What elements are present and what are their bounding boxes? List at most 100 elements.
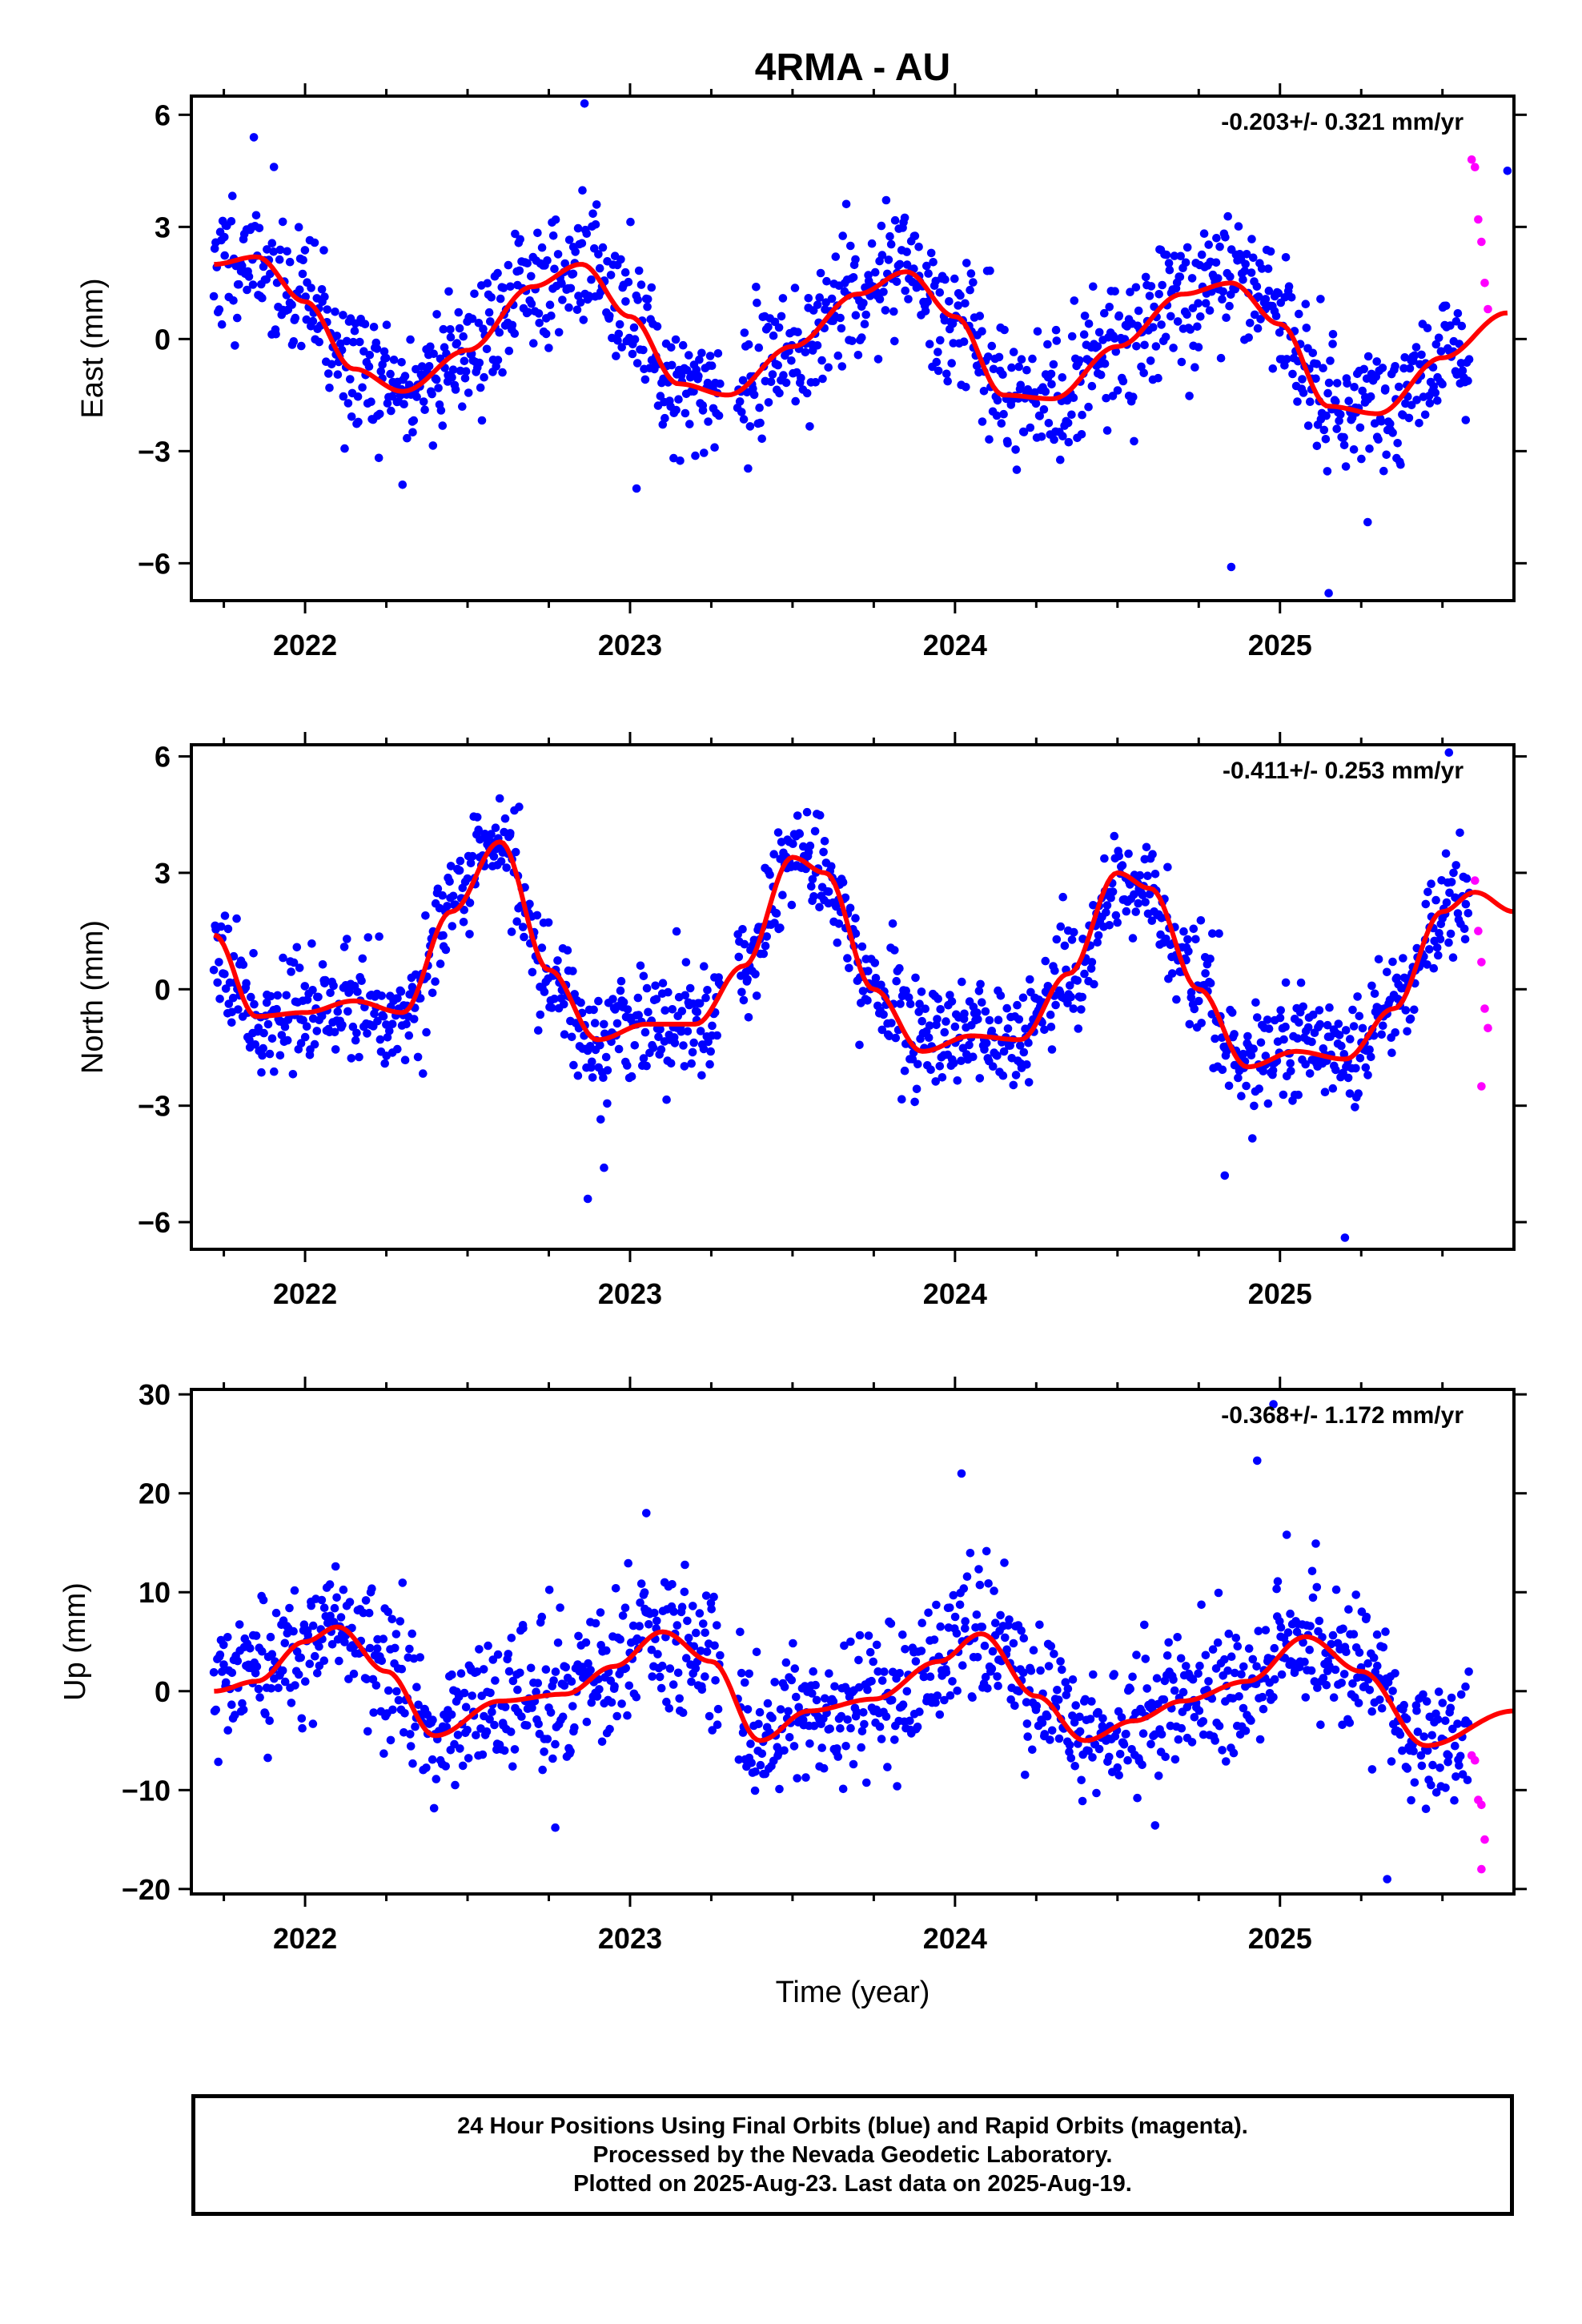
final-orbit-point xyxy=(524,308,532,317)
final-orbit-point xyxy=(448,922,457,931)
final-orbit-point xyxy=(616,255,625,264)
final-orbit-point xyxy=(1342,1647,1351,1656)
final-orbit-point xyxy=(857,1727,867,1736)
final-orbit-point xyxy=(1427,1731,1436,1740)
final-orbit-point xyxy=(392,1687,401,1696)
final-orbit-point xyxy=(1100,308,1109,318)
final-orbit-point xyxy=(558,1712,568,1722)
final-orbit-point xyxy=(1070,1718,1079,1727)
final-orbit-point xyxy=(1022,365,1031,375)
final-orbit-point xyxy=(961,299,970,308)
final-orbit-point xyxy=(860,1719,869,1729)
final-orbit-point xyxy=(1255,1084,1263,1093)
final-orbit-point xyxy=(1288,1659,1298,1667)
rapid-orbit-point xyxy=(1477,1864,1486,1874)
final-orbit-point xyxy=(550,995,559,1003)
final-orbit-point xyxy=(310,238,319,247)
final-orbit-point xyxy=(1007,363,1016,372)
final-orbit-point xyxy=(902,260,912,269)
final-orbit-point xyxy=(1449,868,1458,878)
final-orbit-point xyxy=(598,243,608,252)
final-orbit-point xyxy=(933,1691,942,1700)
final-orbit-point xyxy=(1022,1698,1031,1707)
final-orbit-point xyxy=(516,235,524,244)
final-orbit-point xyxy=(1457,321,1467,331)
final-orbit-point xyxy=(1019,1634,1029,1642)
final-orbit-point xyxy=(1351,1590,1360,1599)
final-orbit-point xyxy=(424,362,434,371)
final-orbit-point xyxy=(1379,1021,1387,1031)
final-orbit-point xyxy=(283,247,291,256)
final-orbit-point xyxy=(1447,878,1456,887)
final-orbit-point xyxy=(251,1669,260,1678)
final-orbit-point xyxy=(543,256,552,265)
final-orbit-point xyxy=(1035,412,1044,420)
final-orbit-point xyxy=(1254,1626,1263,1635)
final-orbit-point xyxy=(1105,303,1114,312)
final-orbit-point xyxy=(1399,364,1408,373)
final-orbit-point xyxy=(249,133,259,142)
final-orbit-point xyxy=(269,247,278,256)
final-orbit-point xyxy=(1130,436,1138,446)
final-orbit-point xyxy=(934,995,942,1003)
final-orbit-point xyxy=(1441,1716,1450,1725)
final-orbit-point xyxy=(873,1667,882,1676)
final-orbit-point xyxy=(837,362,847,371)
final-orbit-point xyxy=(519,1623,528,1633)
final-orbit-point xyxy=(588,209,597,219)
final-orbit-point xyxy=(623,1061,632,1070)
final-orbit-point xyxy=(890,1735,899,1744)
final-orbit-point xyxy=(966,285,974,295)
final-orbit-point xyxy=(1428,1760,1437,1770)
final-orbit-point xyxy=(1051,325,1061,335)
final-orbit-point xyxy=(569,1060,578,1070)
final-orbit-point xyxy=(1078,992,1087,1002)
final-orbit-point xyxy=(1275,1013,1285,1023)
final-orbit-point xyxy=(353,392,363,401)
final-orbit-point xyxy=(287,300,296,309)
final-orbit-point xyxy=(643,302,652,312)
final-orbit-point xyxy=(1452,1772,1460,1781)
final-orbit-point xyxy=(799,842,808,851)
final-orbit-point xyxy=(1077,1005,1086,1014)
rapid-orbit-point xyxy=(1480,1004,1489,1013)
final-orbit-point xyxy=(1087,381,1097,391)
final-orbit-point xyxy=(440,343,449,352)
final-orbit-point xyxy=(1433,1715,1443,1724)
final-orbit-point xyxy=(456,1669,466,1678)
final-orbit-point xyxy=(634,266,644,275)
final-orbit-point xyxy=(1074,356,1084,365)
final-orbit-point xyxy=(1049,360,1058,369)
final-orbit-point xyxy=(611,1584,620,1593)
final-orbit-point xyxy=(400,372,410,380)
final-orbit-point xyxy=(1253,1013,1262,1022)
final-orbit-point xyxy=(1037,432,1046,441)
final-orbit-point xyxy=(818,374,827,384)
final-orbit-point xyxy=(445,877,454,887)
final-orbit-point xyxy=(1169,344,1178,352)
final-orbit-point xyxy=(957,1056,966,1065)
final-orbit-point xyxy=(773,828,783,837)
final-orbit-point xyxy=(1246,319,1255,328)
final-orbit-point xyxy=(779,371,788,380)
final-orbit-point xyxy=(307,939,316,948)
final-orbit-point xyxy=(1311,1539,1320,1548)
final-orbit-point xyxy=(1503,167,1512,175)
final-orbit-point xyxy=(250,999,259,1009)
final-orbit-point xyxy=(1339,432,1348,442)
final-orbit-point xyxy=(912,1084,921,1094)
final-orbit-point xyxy=(1215,1721,1224,1731)
final-orbit-point xyxy=(1281,253,1291,262)
final-orbit-point xyxy=(263,245,271,254)
final-orbit-point xyxy=(1114,1771,1123,1780)
final-orbit-point xyxy=(934,366,943,376)
final-orbit-point xyxy=(751,1767,760,1776)
final-orbit-point xyxy=(1024,1078,1034,1087)
y-tick-label: −6 xyxy=(138,1206,171,1239)
final-orbit-point xyxy=(870,267,880,277)
final-orbit-point xyxy=(1084,320,1094,328)
final-orbit-point xyxy=(504,260,513,270)
final-orbit-point xyxy=(382,1020,391,1029)
final-orbit-point xyxy=(1230,1030,1239,1039)
final-orbit-point xyxy=(1455,1761,1464,1770)
